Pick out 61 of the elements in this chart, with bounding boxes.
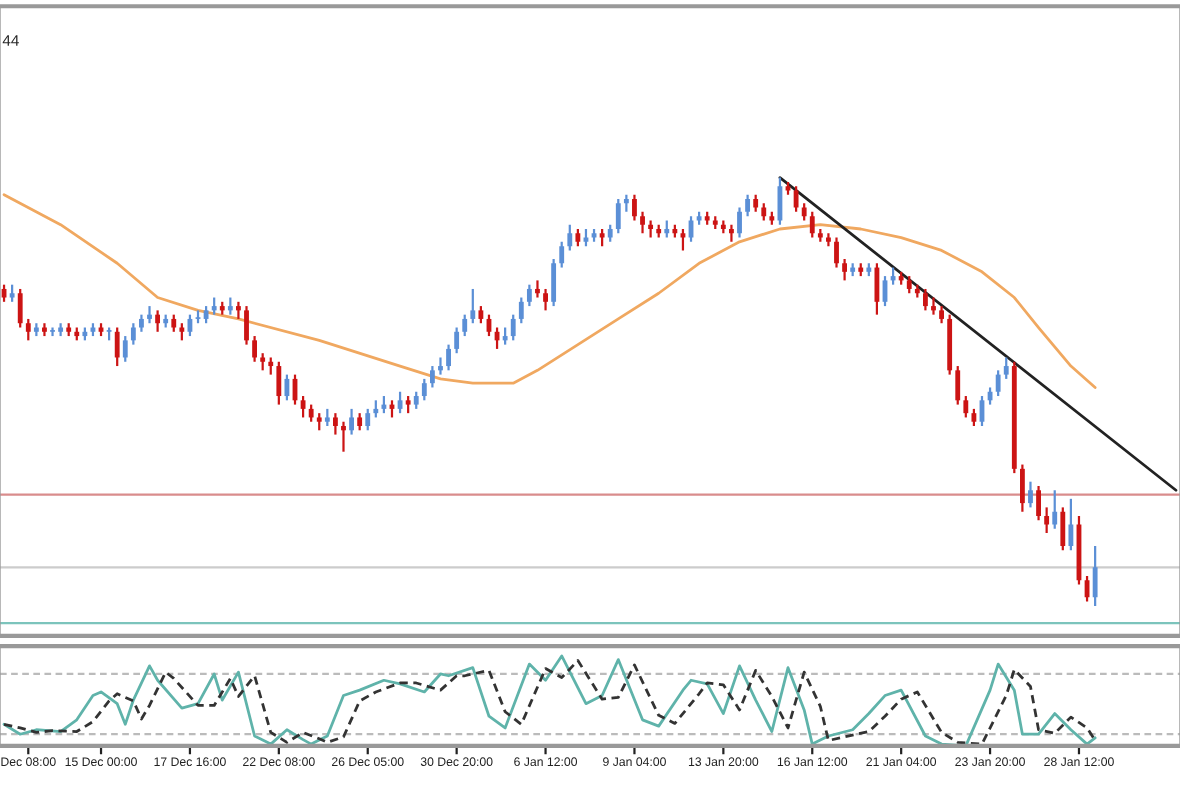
candlestick [535,279,540,299]
candlestick [276,360,282,406]
candlestick [429,364,435,389]
candlestick [1036,484,1041,522]
candlestick [842,257,848,282]
candlestick [17,287,23,329]
candlestick [640,210,645,235]
candlestick [421,377,427,402]
candlestick [567,223,573,252]
candlestick [510,313,516,342]
candlestick [25,317,31,342]
candlestick [462,313,468,338]
candlestick [454,326,460,355]
candlestick [1003,356,1009,381]
candlestick [632,193,637,222]
candlestick [995,369,1001,398]
candlestick [1068,497,1074,552]
candlestick [834,236,839,269]
candlestick [729,223,734,243]
candlestick [341,420,346,453]
candlestick [1092,544,1098,607]
candlestick [284,373,290,402]
candlestick [809,210,815,239]
candlestick [446,343,451,372]
candlestick [1060,506,1066,552]
candlestick [1019,463,1025,513]
candlestick [252,334,258,363]
candlestick [737,206,742,239]
candlestick [365,407,371,432]
candlestick [438,356,443,376]
candlestick [50,326,55,338]
candlestick [615,197,621,235]
candlestick [1028,480,1033,509]
candlestick [147,304,152,325]
candlestick [793,185,799,213]
candlestick [236,300,241,321]
candlestick [244,304,249,346]
candlestick [42,322,47,338]
candlestick [122,334,128,363]
candlestick [526,283,532,308]
candlestick [559,240,565,269]
candlestick [963,394,969,419]
candlestick [826,232,831,248]
candlestick [332,412,338,436]
candlestick [922,287,928,312]
candlestick [114,326,120,368]
candlestick [1044,506,1050,535]
candlestick [1052,489,1058,530]
candlestick [543,287,548,312]
candlestick [680,227,686,252]
candlestick [470,287,476,325]
candlestick [955,364,961,406]
candlestick [155,309,161,333]
candlestick [551,257,557,308]
candlestick [518,296,524,325]
candlestick [300,394,306,419]
candlestick [931,296,936,316]
candlestick [874,262,880,316]
candlestick [349,407,354,436]
candlestick [130,322,136,346]
candlestick [745,193,751,218]
